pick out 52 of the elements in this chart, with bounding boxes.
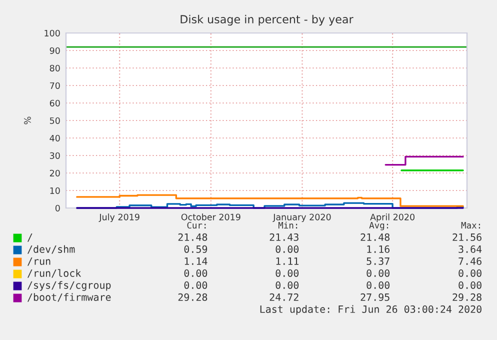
text: 0.59 <box>184 245 208 253</box>
legend-label: / <box>28 233 32 242</box>
text: 5.37 <box>366 257 390 265</box>
text: 0.00 <box>184 269 208 277</box>
x-tick-label: October 2019 <box>181 214 240 220</box>
text: 21.48 <box>360 233 390 241</box>
y-tick-label: 80 <box>50 64 60 72</box>
text: 0.00 <box>366 281 390 289</box>
y-tick-label: 20 <box>50 170 60 176</box>
y-tick-label: 40 <box>50 134 60 142</box>
x-tick-label: April 2020 <box>370 214 414 222</box>
text: 0.00 <box>276 245 299 253</box>
y-tick-label: 10 <box>50 187 60 194</box>
legend-label: /sys/fs/cgroup <box>28 281 111 291</box>
text: 21.48 <box>178 233 208 241</box>
y-tick-label: 100 <box>44 30 60 36</box>
legend-label: /run <box>28 257 50 266</box>
text: 3.64 <box>458 245 482 253</box>
text: 1.16 <box>367 245 390 253</box>
text: 0.00 <box>458 269 482 277</box>
legend-label: /run/lock <box>28 269 82 278</box>
y-tick-label: 0 <box>55 204 60 212</box>
text: 0.00 <box>276 269 299 277</box>
text: 21.56 <box>452 233 482 241</box>
y-tick-label: 70 <box>50 82 60 89</box>
text: 29.28 <box>452 293 482 301</box>
text: 1.11 <box>276 257 299 265</box>
y-axis-title: % <box>24 116 31 124</box>
text: Avg: <box>369 222 388 230</box>
text: 27.95 <box>360 293 390 301</box>
text: Cur: <box>187 222 206 229</box>
chart-title: Disk usage in percent - by year <box>180 14 354 26</box>
text: 21.43 <box>270 233 298 241</box>
text: 0.00 <box>458 281 482 289</box>
text: 0.00 <box>276 281 299 289</box>
x-tick-label: January 2020 <box>272 214 331 222</box>
text: 1.14 <box>184 257 208 265</box>
text: 0.00 <box>366 269 390 277</box>
text: 0.00 <box>184 281 208 289</box>
y-tick-label: 90 <box>50 47 60 54</box>
text: 24.72 <box>270 293 298 301</box>
y-tick-label: 60 <box>50 100 60 106</box>
text: Min: <box>278 222 298 228</box>
text: 7.46 <box>458 257 482 265</box>
text: Last update: Fri Jun 26 03:00:24 2020 <box>260 305 482 315</box>
legend-label: /dev/shm <box>28 245 75 254</box>
text: 29.28 <box>178 293 208 301</box>
legend-label: /boot/firmware <box>28 293 111 302</box>
y-tick-label: 50 <box>50 117 60 124</box>
text: Max: <box>461 222 480 229</box>
y-tick-label: 30 <box>50 152 60 159</box>
x-tick-label: July 2019 <box>98 214 140 222</box>
